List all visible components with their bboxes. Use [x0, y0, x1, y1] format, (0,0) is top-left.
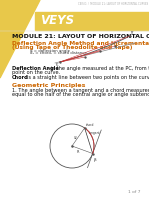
Text: Geometric Principles: Geometric Principles [12, 83, 85, 88]
Text: (Using Tape or Theodolite and Tape): (Using Tape or Theodolite and Tape) [12, 45, 132, 50]
Text: CEISIG  /  MODULE 21: LAYOUT OF HORIZONTAL CURVES: CEISIG / MODULE 21: LAYOUT OF HORIZONTAL… [78, 2, 148, 6]
Bar [35, 12, 149, 30]
Text: 1 of 7: 1 of 7 [128, 190, 140, 194]
Text: Chord: Chord [12, 75, 29, 80]
Text: tangent: tangent [89, 131, 100, 135]
Text: 1. The angle between a tangent and a chord measured at the point of tangency is: 1. The angle between a tangent and a cho… [12, 88, 149, 93]
Polygon shape [0, 0, 40, 78]
Text: PT: PT [131, 31, 134, 35]
Text: VEYS: VEYS [40, 14, 74, 28]
Text: d = deflection angle: d = deflection angle [30, 49, 70, 53]
Text: Deflection Angle Method and Incremental Chord: Deflection Angle Method and Incremental … [12, 41, 149, 46]
Text: MODULE 21: LAYOUT OF HORIZONTAL CURVES: MODULE 21: LAYOUT OF HORIZONTAL CURVES [12, 34, 149, 39]
Text: Deflection Angle: Deflection Angle [12, 66, 59, 71]
Text: β: β [94, 158, 96, 162]
Text: - is the angle measured at the PC, from the back tangent to the desired: - is the angle measured at the PC, from … [46, 66, 149, 71]
Text: equal to one half of the central angle or angle subtended by the chord.: equal to one half of the central angle o… [12, 92, 149, 97]
Text: PC: PC [56, 63, 60, 67]
Text: I/2: I/2 [74, 136, 78, 140]
Text: R: R [77, 150, 80, 154]
Text: d₁ = chord, = chord distance: d₁ = chord, = chord distance [30, 51, 87, 55]
Text: point on the curve.: point on the curve. [12, 70, 60, 75]
Text: - is a straight line between two points on the curve.: - is a straight line between two points … [22, 75, 149, 80]
Text: chord: chord [86, 123, 94, 127]
